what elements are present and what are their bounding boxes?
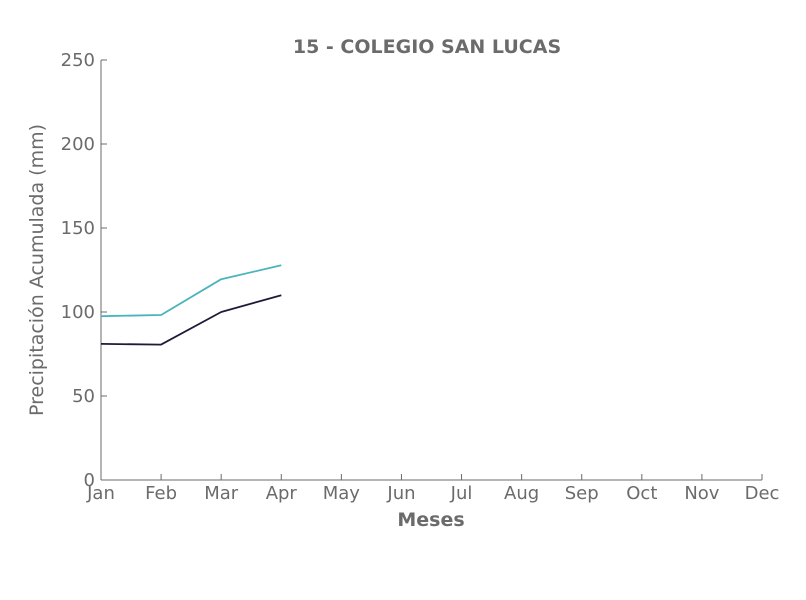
y-ticks: 0 50 100 150 200 250 [61, 50, 107, 491]
y-tick-label: 50 [72, 386, 95, 407]
x-tick-label: Mar [204, 483, 239, 504]
x-tick-label: Jun [386, 483, 415, 504]
y-axis-label: Precipitación Acumulada (mm) [26, 124, 48, 416]
plot-area: 0 50 100 150 200 250 Jan Feb Mar Apr May Jun Jul Aug… [61, 50, 780, 504]
x-tick-label: Dec [745, 483, 780, 504]
x-tick-label: Sep [565, 483, 599, 504]
y-tick-label: 100 [61, 302, 95, 323]
series-line-2 [100, 294, 282, 346]
x-ticks: Jan Feb Mar Apr May Jun Jul Aug Sep Oct Nov Dec [86, 474, 779, 504]
y-tick-label: 250 [61, 50, 95, 71]
chart-title: 15 - COLEGIO SAN LUCAS [293, 36, 561, 58]
y-tick-label: 150 [61, 218, 95, 239]
x-tick-label: Aug [504, 483, 539, 504]
x-tick-label: Oct [626, 483, 657, 504]
series-lines [100, 264, 282, 346]
x-axis-label: Meses [397, 509, 464, 531]
x-tick-label: Jan [86, 483, 115, 504]
x-tick-label: May [323, 483, 361, 504]
x-tick-label: Feb [145, 483, 177, 504]
y-tick-label: 200 [61, 134, 95, 155]
x-tick-label: Nov [684, 483, 719, 504]
x-tick-label: Jul [450, 483, 473, 504]
series-line-1 [100, 264, 282, 318]
x-tick-label: Apr [266, 483, 298, 504]
y-tick-label: 0 [84, 470, 95, 491]
